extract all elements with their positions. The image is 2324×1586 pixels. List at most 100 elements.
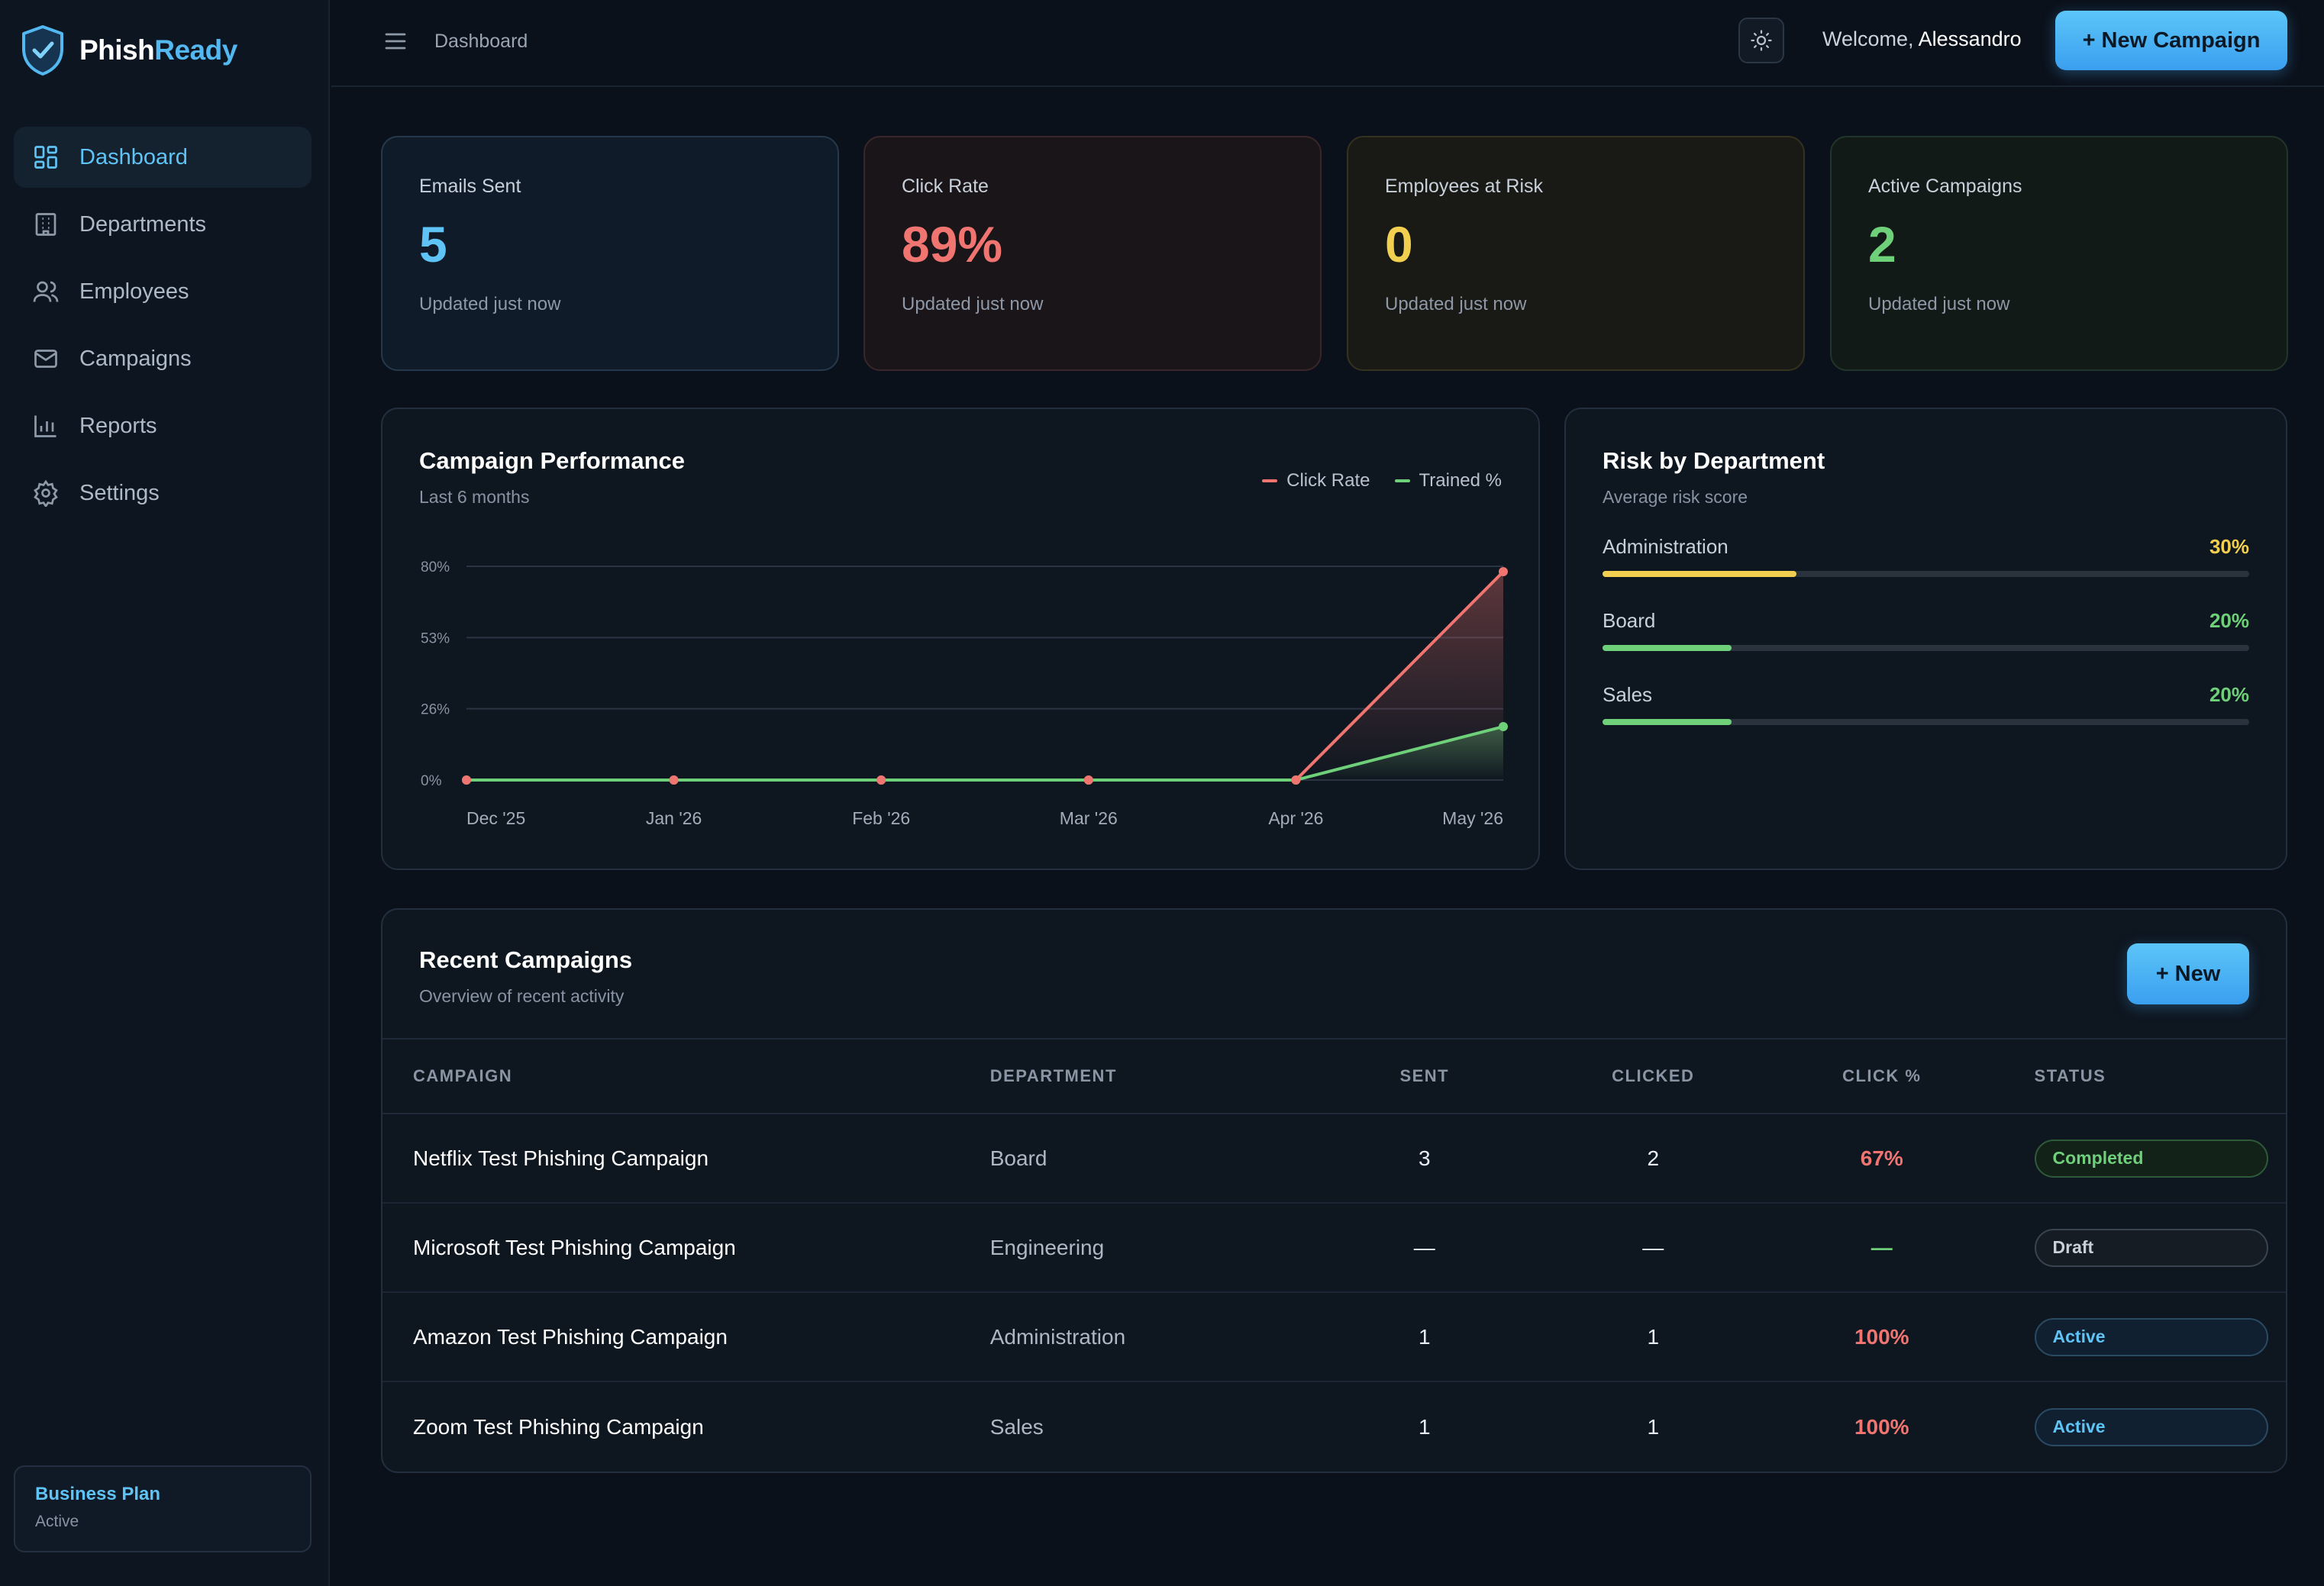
cell-click-pct: — <box>1870 1235 1893 1259</box>
breadcrumb[interactable]: Dashboard <box>434 31 528 52</box>
risk-bar-track <box>1603 719 2249 725</box>
x-tick-label: Mar '26 <box>1060 808 1118 828</box>
sidebar-item-label: Settings <box>79 480 160 505</box>
panel-title: Recent Campaigns <box>419 946 633 973</box>
column-header-status[interactable]: STATUS <box>2034 1066 2106 1085</box>
series-area <box>466 572 1503 780</box>
risk-bar-fill <box>1603 719 1732 725</box>
sidebar-item-campaigns[interactable]: Campaigns <box>14 328 311 389</box>
sidebar-item-settings[interactable]: Settings <box>14 463 311 524</box>
risk-bar-fill <box>1603 645 1732 651</box>
panel-subtitle: Overview of recent activity <box>419 986 625 1006</box>
stat-label: Emails Sent <box>419 176 521 197</box>
cell-click-pct: 67% <box>1860 1146 1903 1170</box>
legend-item-trained[interactable]: Trained % <box>1394 470 1502 492</box>
x-tick-label: Feb '26 <box>852 808 910 828</box>
cell-campaign[interactable]: Amazon Test Phishing Campaign <box>413 1324 728 1349</box>
cell-status: Completed <box>1996 1114 2286 1202</box>
risk-value: 20% <box>2209 683 2249 706</box>
stat-updated: Updated just now <box>1868 294 2010 314</box>
sidebar-item-departments[interactable]: Departments <box>14 194 311 255</box>
cell-click-pct: 100% <box>1854 1414 1909 1439</box>
column-header-clicked[interactable]: CLICKED <box>1612 1066 1695 1085</box>
theme-toggle-button[interactable] <box>1738 18 1784 63</box>
data-point <box>1499 567 1508 576</box>
plan-status: Active <box>35 1513 79 1530</box>
stat-label: Active Campaigns <box>1868 176 2022 197</box>
sidebar-item-employees[interactable]: Employees <box>14 261 311 322</box>
new-campaign-small-button[interactable]: + New <box>2127 943 2249 1004</box>
users-icon <box>32 278 60 305</box>
stat-label: Employees at Risk <box>1385 176 1544 197</box>
legend-swatch <box>1394 479 1410 482</box>
risk-value: 30% <box>2209 535 2249 558</box>
risk-row-board: Board 20% <box>1603 609 2249 651</box>
status-badge: Active <box>2034 1317 2268 1356</box>
table-header: CAMPAIGN DEPARTMENT SENT CLICKED CLICK %… <box>382 1040 2286 1114</box>
column-header-department[interactable]: DEPARTMENT <box>989 1066 1117 1085</box>
campaign-performance-chart: 80% 53% 26% 0% Dec '25 Jan '26 Feb '26 Mar '26 A… <box>421 559 1508 828</box>
cell-clicked: 1 <box>1647 1414 1660 1439</box>
welcome-text: Welcome, Alessandro <box>1822 27 2022 51</box>
panel-title: Risk by Department <box>1603 447 1825 474</box>
table-row[interactable]: Microsoft Test Phishing Campaign Enginee… <box>382 1204 2286 1293</box>
plan-card[interactable]: Business Plan Active <box>14 1465 311 1552</box>
column-header-sent[interactable]: SENT <box>1399 1066 1450 1085</box>
sidebar-nav: Dashboard Departments Employees Campaign… <box>14 127 311 530</box>
stat-label: Click Rate <box>902 176 989 197</box>
legend-item-click-rate[interactable]: Click Rate <box>1262 470 1370 492</box>
data-point <box>1291 775 1301 785</box>
stat-value: 0 <box>1385 216 1413 272</box>
cell-clicked: 1 <box>1647 1324 1660 1349</box>
table-row[interactable]: Netflix Test Phishing Campaign Board 3 2… <box>382 1114 2286 1204</box>
cell-click-pct: 100% <box>1854 1324 1909 1349</box>
building-icon <box>32 211 60 238</box>
cell-campaign[interactable]: Netflix Test Phishing Campaign <box>413 1146 709 1170</box>
series-area <box>466 727 1503 780</box>
legend-label: Click Rate <box>1286 470 1370 491</box>
cell-status: Active <box>1996 1293 2286 1381</box>
risk-list: Administration 30% Board 20% Sales 20% <box>1603 535 2249 725</box>
series-line <box>466 725 1504 782</box>
sidebar-item-reports[interactable]: Reports <box>14 395 311 456</box>
cell-sent: 3 <box>1418 1146 1431 1170</box>
top-header: Dashboard Welcome, Alessandro + New Camp… <box>331 0 2324 87</box>
cell-department: Board <box>989 1146 1047 1170</box>
sidebar-item-label: Departments <box>79 211 207 237</box>
risk-value: 20% <box>2209 609 2249 632</box>
brand-name-part2: Ready <box>154 34 237 66</box>
data-point <box>462 775 471 785</box>
data-point <box>876 775 886 785</box>
stat-card-emails-sent: Emails Sent 5 Updated just now <box>381 136 839 371</box>
new-campaign-button[interactable]: + New Campaign <box>2055 11 2287 70</box>
brand[interactable]: PhishReady <box>20 24 237 76</box>
risk-dept-name: Board <box>1603 609 1656 632</box>
column-header-click-pct[interactable]: CLICK % <box>1842 1066 1922 1085</box>
sidebar: PhishReady Dashboard Departments Employe… <box>0 0 330 1586</box>
y-tick-label: 0% <box>421 773 442 789</box>
table-row[interactable]: Amazon Test Phishing Campaign Administra… <box>382 1293 2286 1382</box>
risk-bar-fill <box>1603 571 1797 577</box>
stat-updated: Updated just now <box>419 294 561 314</box>
cell-campaign[interactable]: Zoom Test Phishing Campaign <box>413 1414 704 1439</box>
sidebar-item-dashboard[interactable]: Dashboard <box>14 127 311 188</box>
risk-dept-name: Administration <box>1603 535 1728 558</box>
recent-campaigns-header: Recent Campaigns Overview of recent acti… <box>382 910 2286 1040</box>
menu-icon[interactable] <box>382 27 409 55</box>
welcome-prefix: Welcome, <box>1822 27 1919 50</box>
column-header-campaign[interactable]: CAMPAIGN <box>413 1066 513 1085</box>
stat-value: 5 <box>419 216 447 272</box>
x-tick-label: Apr '26 <box>1268 808 1323 828</box>
x-tick-label: Dec '25 <box>466 808 525 828</box>
cell-clicked: — <box>1642 1235 1664 1259</box>
stat-card-click-rate: Click Rate 89% Updated just now <box>863 136 1322 371</box>
cell-sent: 1 <box>1418 1414 1431 1439</box>
brand-name: PhishReady <box>79 34 237 66</box>
cell-campaign[interactable]: Microsoft Test Phishing Campaign <box>413 1235 736 1259</box>
plan-title: Business Plan <box>35 1484 161 1504</box>
x-tick-label: May '26 <box>1442 808 1503 828</box>
table-row[interactable]: Zoom Test Phishing Campaign Sales 1 1 10… <box>382 1382 2286 1472</box>
sidebar-item-label: Dashboard <box>79 144 188 169</box>
risk-by-department-panel: Risk by Department Average risk score Ad… <box>1564 408 2287 870</box>
